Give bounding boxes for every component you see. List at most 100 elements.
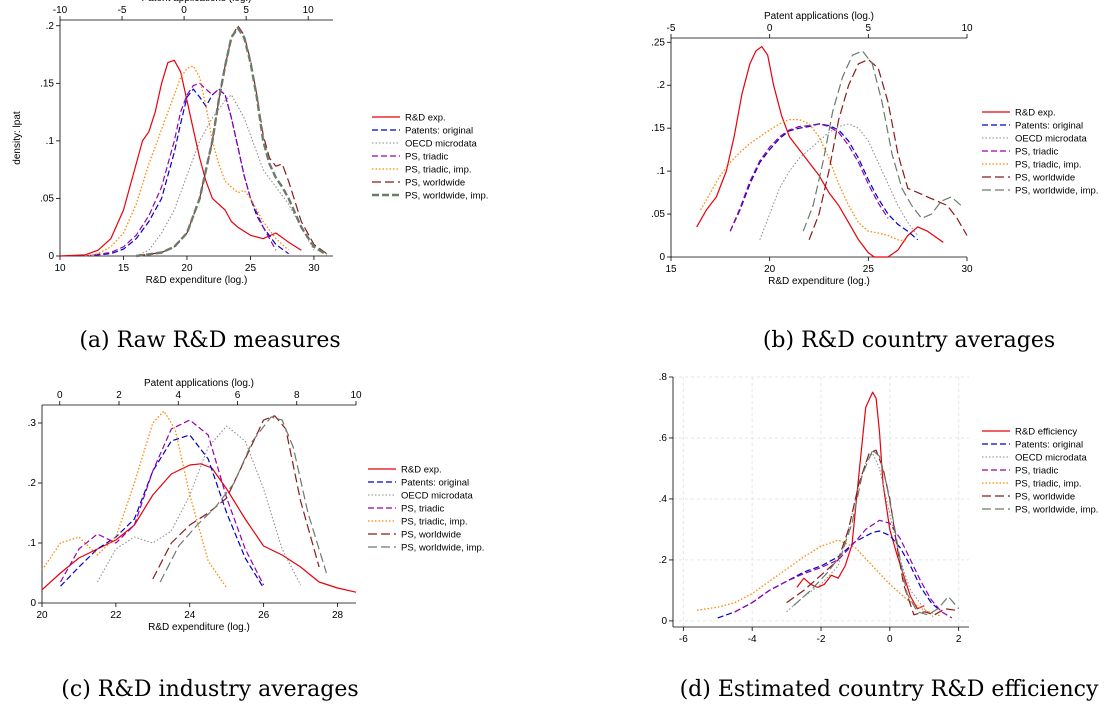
y-tick-label: .15 bbox=[651, 123, 665, 134]
x-tick-label: 2 bbox=[956, 634, 962, 645]
x-tick-label: 20 bbox=[764, 264, 776, 275]
series-line-c-5 bbox=[152, 415, 320, 580]
x2-tick-label: 6 bbox=[235, 390, 241, 401]
series-line-c-1 bbox=[60, 434, 265, 589]
chart-svg-a: 0 .05 .1 .15 .2 10 15 20 25 30 R&D expenditure (lo… bbox=[12, 0, 488, 286]
series-line-b-0 bbox=[696, 45, 944, 258]
x2-tick-label: 5 bbox=[243, 5, 249, 16]
y-tick-label: .15 bbox=[40, 78, 54, 89]
y-tick-label: .1 bbox=[46, 136, 55, 147]
chart-panel-b: 0 .05 .1 .15 .2 .25 15 20 25 30 R&D expenditure (l… bbox=[559, 0, 1118, 355]
legend-label: PS, worldwide, imp. bbox=[1015, 186, 1098, 197]
x-tick-label: 28 bbox=[332, 610, 344, 621]
x-tick-label: -4 bbox=[748, 634, 757, 645]
legend-label: PS, triadic, imp. bbox=[1015, 479, 1082, 490]
legend-a: R&D exp. Patents: original OECD microdata P… bbox=[372, 113, 488, 202]
series-line-b-4 bbox=[700, 118, 908, 243]
legend-label: Patents: original bbox=[401, 478, 469, 489]
y-tick-label: .2 bbox=[46, 21, 55, 32]
legend-label: PS, triadic, imp. bbox=[401, 517, 468, 528]
x-axis-title: R&D expenditure (log.) bbox=[768, 276, 870, 287]
chart-panel-d: 0 .2 .4 .6 .8 -6 -4 -2 0 2 R&D efficiency Patents: … bbox=[559, 365, 1118, 711]
legend-label: PS, worldwide bbox=[405, 178, 465, 189]
legend-label: R&D exp. bbox=[401, 465, 442, 476]
series-line-b-5 bbox=[808, 58, 968, 241]
chart-svg-c: 0.1.2.320 22 24 26 28R&D expenditure (log.)0… bbox=[28, 378, 485, 633]
legend-label: PS, worldwide, imp. bbox=[401, 543, 484, 554]
series-line-a-5 bbox=[136, 25, 328, 257]
series-line-a-0 bbox=[59, 59, 302, 257]
x-tick-label: 26 bbox=[258, 610, 270, 621]
series-line-c-0 bbox=[41, 463, 357, 593]
legend-label: PS, triadic bbox=[405, 152, 449, 163]
x-axis-title: R&D expenditure (log.) bbox=[148, 622, 250, 633]
x2-tick-label: 0 bbox=[181, 5, 187, 16]
caption-c: (c) R&D industry averages bbox=[61, 677, 359, 702]
series-line-d-5 bbox=[786, 449, 956, 616]
x2-tick-label: 10 bbox=[303, 5, 315, 16]
legend-label: OECD microdata bbox=[401, 491, 474, 502]
legend-c: R&D exp. Patents: original OECD microdata P… bbox=[368, 465, 484, 554]
caption-d: (d) Estimated country R&D efficiency bbox=[679, 677, 1099, 702]
x-tick-label: 15 bbox=[665, 264, 677, 275]
x-tick-label: 25 bbox=[863, 264, 875, 275]
x-tick-label: 24 bbox=[184, 610, 196, 621]
legend-label: R&D efficiency bbox=[1015, 427, 1077, 438]
y-tick-label: .05 bbox=[40, 193, 54, 204]
y-tick-label: .3 bbox=[28, 418, 37, 429]
caption-a: (a) Raw R&D measures bbox=[79, 328, 341, 353]
x2-tick-label: 10 bbox=[961, 23, 973, 34]
legend-label: Patents: original bbox=[1015, 440, 1083, 451]
x2-tick-label: 5 bbox=[866, 23, 872, 34]
x2-tick-label: 8 bbox=[294, 390, 300, 401]
series-line-d-6 bbox=[793, 449, 960, 616]
y-tick-label: .6 bbox=[659, 433, 668, 444]
legend-label: R&D exp. bbox=[405, 113, 446, 124]
legend-label: PS, triadic bbox=[1015, 147, 1059, 158]
legend-label: PS, worldwide, imp. bbox=[405, 191, 488, 202]
x2-tick-label: 2 bbox=[116, 390, 122, 401]
series-line-c-2 bbox=[96, 425, 302, 586]
x-tick-label: 15 bbox=[118, 263, 130, 274]
x-tick-label: 10 bbox=[54, 263, 66, 274]
y-tick-label: .05 bbox=[651, 209, 665, 220]
legend-label: PS, worldwide bbox=[1015, 173, 1075, 184]
chart-svg-b: 0 .05 .1 .15 .2 .25 15 20 25 30 R&D expenditure (l… bbox=[651, 11, 1098, 287]
series-line-d-3 bbox=[734, 519, 953, 619]
y-tick-label: .4 bbox=[659, 494, 668, 505]
x-tick-label: 30 bbox=[308, 263, 320, 274]
legend-label: PS, worldwide, imp. bbox=[1015, 505, 1098, 516]
legend-label: PS, triadic, imp. bbox=[1015, 160, 1082, 171]
legend-label: OECD microdata bbox=[405, 139, 478, 150]
y-axis-title: density: lpat bbox=[12, 111, 23, 165]
x-tick-label: 20 bbox=[36, 610, 48, 621]
x-tick-label: 30 bbox=[961, 264, 973, 275]
y-tick-label: .2 bbox=[659, 555, 668, 566]
x2-axis-title: Patent applications (log.) bbox=[144, 378, 254, 389]
x-tick-label: -6 bbox=[679, 634, 688, 645]
series-line-b-6 bbox=[802, 50, 962, 232]
legend-label: PS, worldwide bbox=[401, 530, 461, 541]
caption-b: (b) R&D country averages bbox=[762, 328, 1056, 353]
y-tick-label: .2 bbox=[657, 80, 666, 91]
x-tick-label: 22 bbox=[110, 610, 122, 621]
series-line-c-4 bbox=[41, 410, 228, 589]
x2-tick-label: -5 bbox=[118, 5, 127, 16]
series-line-c-3 bbox=[59, 419, 265, 586]
legend-label: PS, triadic bbox=[1015, 466, 1059, 477]
legend-label: OECD microdata bbox=[1015, 134, 1088, 145]
legend-label: PS, triadic bbox=[401, 504, 445, 515]
series-line-d-1 bbox=[717, 530, 942, 619]
x2-tick-label: 0 bbox=[767, 23, 773, 34]
series-line-a-6 bbox=[136, 26, 328, 258]
x-axis-title: R&D expenditure (log.) bbox=[146, 275, 248, 286]
legend-b: R&D exp. Patents: original OECD microdata P… bbox=[982, 108, 1098, 197]
chart-panel-c: 0.1.2.3 20 22 24 26 28 R&D expenditure (log.) 0… bbox=[0, 365, 559, 711]
x-tick-label: 20 bbox=[181, 263, 193, 274]
y-tick-label: .1 bbox=[657, 166, 666, 177]
y-tick-label: .8 bbox=[659, 372, 668, 383]
y-tick-label: 0 bbox=[48, 251, 54, 262]
x2-tick-label: 0 bbox=[57, 390, 63, 401]
x2-tick-label: -5 bbox=[667, 23, 676, 34]
legend-label: Patents: original bbox=[1015, 121, 1083, 132]
